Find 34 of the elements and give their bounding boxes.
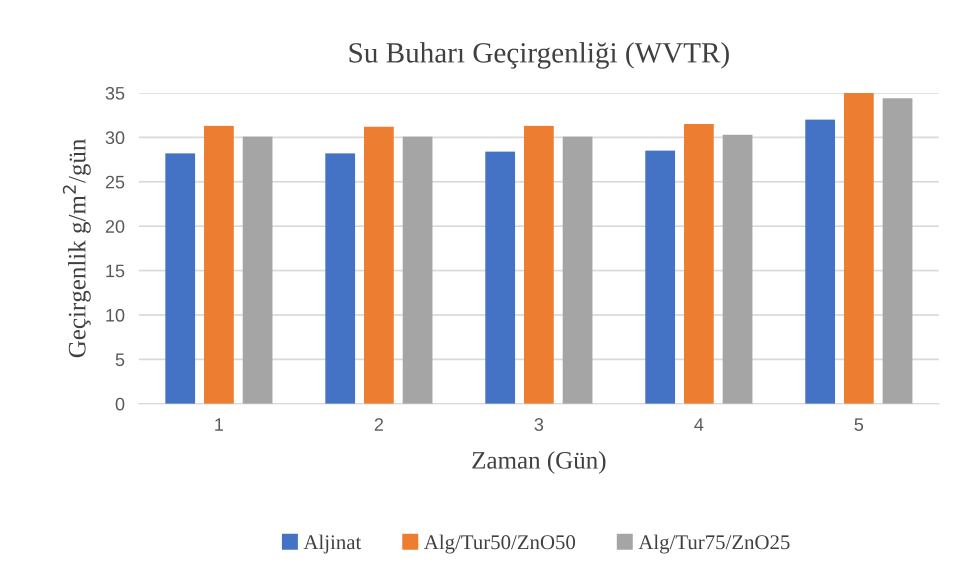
y-tick-label: 20 bbox=[106, 220, 124, 233]
x-axis-title: Zaman (Gün) bbox=[472, 451, 606, 474]
bar bbox=[805, 120, 836, 404]
bar bbox=[402, 136, 432, 404]
y-tick-label: 35 bbox=[106, 86, 124, 100]
y-tick-label: 30 bbox=[106, 131, 124, 144]
bar bbox=[485, 152, 516, 404]
chart-title: Su Buharı Geçirgenliği (WVTR) bbox=[350, 42, 729, 69]
bar bbox=[524, 126, 554, 404]
legend-label: Alg/Tur75/ZnO25 bbox=[638, 534, 790, 554]
bar bbox=[645, 150, 676, 404]
x-tick-label: 3 bbox=[534, 418, 544, 431]
y-tick-label: 5 bbox=[116, 354, 124, 366]
legend-label: Aljinat bbox=[304, 534, 362, 554]
bar bbox=[684, 124, 714, 404]
y-tick-label: 10 bbox=[106, 308, 124, 322]
bar bbox=[325, 153, 356, 404]
y-tick-label: 0 bbox=[116, 398, 124, 411]
bar bbox=[242, 136, 272, 404]
x-tick-label: 2 bbox=[374, 418, 384, 431]
bar bbox=[204, 126, 234, 404]
x-tick-label: 5 bbox=[854, 418, 864, 431]
bar bbox=[722, 134, 752, 404]
legend-label: Alg/Tur50/ZnO50 bbox=[424, 534, 576, 554]
bar bbox=[882, 98, 912, 404]
bar bbox=[844, 92, 874, 404]
bar bbox=[562, 136, 592, 404]
x-tick-label: 1 bbox=[215, 418, 224, 431]
y-tick-label: 25 bbox=[106, 176, 124, 188]
y-tick-label: 15 bbox=[106, 264, 124, 278]
bar bbox=[364, 126, 394, 404]
y-axis-title: Geçirgenlik g/m$^{2}$/gün bbox=[62, 138, 91, 358]
x-tick-label: 4 bbox=[694, 418, 704, 431]
bar bbox=[165, 153, 196, 404]
